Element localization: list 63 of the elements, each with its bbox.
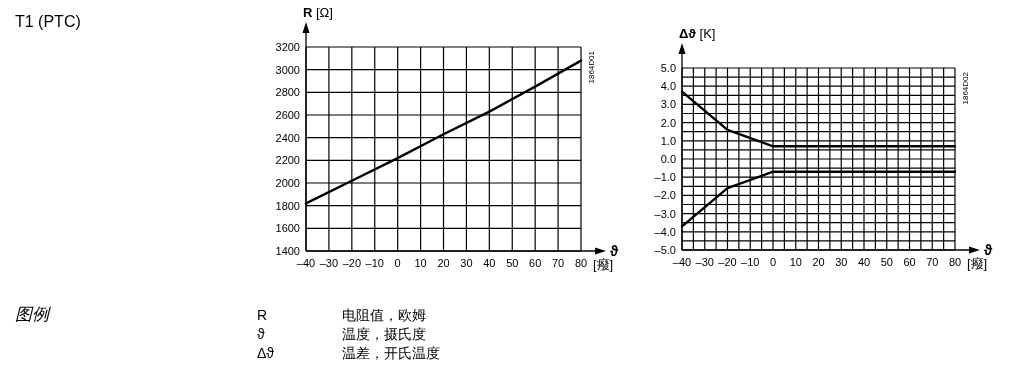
x-tick-label: 70 xyxy=(551,257,565,269)
ylabel: R [Ω] xyxy=(303,5,333,20)
x-tick-label: 0 xyxy=(769,256,777,268)
x-tick-label: 60 xyxy=(529,257,542,269)
x-tick-label: 70 xyxy=(926,256,939,268)
x-tick-label: 80 xyxy=(948,256,962,268)
y-tick-label: 2.0 xyxy=(660,116,676,129)
x-tick-label: 40 xyxy=(857,256,871,268)
title: 图例 xyxy=(15,305,49,324)
annotation: Δϑ xyxy=(257,345,274,361)
annotation: 1864D02 xyxy=(961,72,970,105)
x-tick-label: –20 xyxy=(342,257,362,269)
x-tick-label: 30 xyxy=(460,257,473,269)
x-tick-label: 0 xyxy=(394,257,401,269)
x-tick-label: 30 xyxy=(835,256,848,268)
x-tick-label: –10 xyxy=(365,257,384,269)
y-tick-label: 0.0 xyxy=(660,153,676,165)
y-tick-label: 2800 xyxy=(275,86,300,99)
y-tick-label: 1.0 xyxy=(660,134,676,147)
title: T1 (PTC) xyxy=(15,13,81,30)
y-tick-label: 4.0 xyxy=(660,80,676,93)
annotation: ϑ xyxy=(257,326,265,342)
y-tick-label: 3.0 xyxy=(660,98,676,111)
x-tick-label: 60 xyxy=(903,256,916,268)
y-tick-label: 1600 xyxy=(275,222,300,235)
x-tick-label: 50 xyxy=(506,257,519,269)
x-tick-label: 50 xyxy=(880,256,893,268)
xlabel: ϑ xyxy=(609,243,619,259)
annotation: 1864D01 xyxy=(587,51,596,84)
ylabel: Δϑ [K] xyxy=(679,26,716,41)
x-tick-label: –30 xyxy=(319,257,339,269)
x-tick-label: 40 xyxy=(483,257,496,269)
x-tick-label: –20 xyxy=(718,256,737,268)
y-tick-label: 5.0 xyxy=(660,62,676,74)
y-tick-label: 3200 xyxy=(275,41,300,53)
y-tick-label: 2600 xyxy=(275,109,300,121)
x-tick-label: 20 xyxy=(437,257,450,269)
x-tick-label: –40 xyxy=(672,256,692,268)
x-tick-label: –30 xyxy=(695,256,714,268)
y-tick-label: 2400 xyxy=(275,131,300,144)
x-tick-label: –10 xyxy=(741,256,760,268)
x-tick-label: 80 xyxy=(574,257,588,269)
annotation: [癈] xyxy=(967,256,988,271)
y-tick-label: –1.0 xyxy=(654,171,676,184)
annotation: 电阻值，欧姆 xyxy=(342,307,426,323)
y-tick-label: 3000 xyxy=(275,63,300,76)
y-tick-label: –5.0 xyxy=(654,244,676,256)
y-tick-label: 2000 xyxy=(275,177,300,189)
xlabel: ϑ xyxy=(983,242,993,258)
annotation: 温度，摄氏度 xyxy=(342,326,426,342)
y-tick-label: 2200 xyxy=(275,154,300,167)
y-tick-label: 1400 xyxy=(275,245,300,257)
x-tick-label: 20 xyxy=(812,256,825,268)
x-tick-label: –40 xyxy=(296,257,316,269)
y-tick-label: 1800 xyxy=(275,199,300,212)
y-tick-label: –4.0 xyxy=(654,225,676,238)
annotation: 温差，开氏温度 xyxy=(342,345,440,361)
y-tick-label: –3.0 xyxy=(654,207,676,220)
annotation: R xyxy=(257,307,268,323)
y-tick-label: –2.0 xyxy=(654,189,676,202)
x-tick-label: 10 xyxy=(789,256,802,268)
x-tick-label: 10 xyxy=(414,257,427,269)
annotation: [癈] xyxy=(593,257,614,272)
